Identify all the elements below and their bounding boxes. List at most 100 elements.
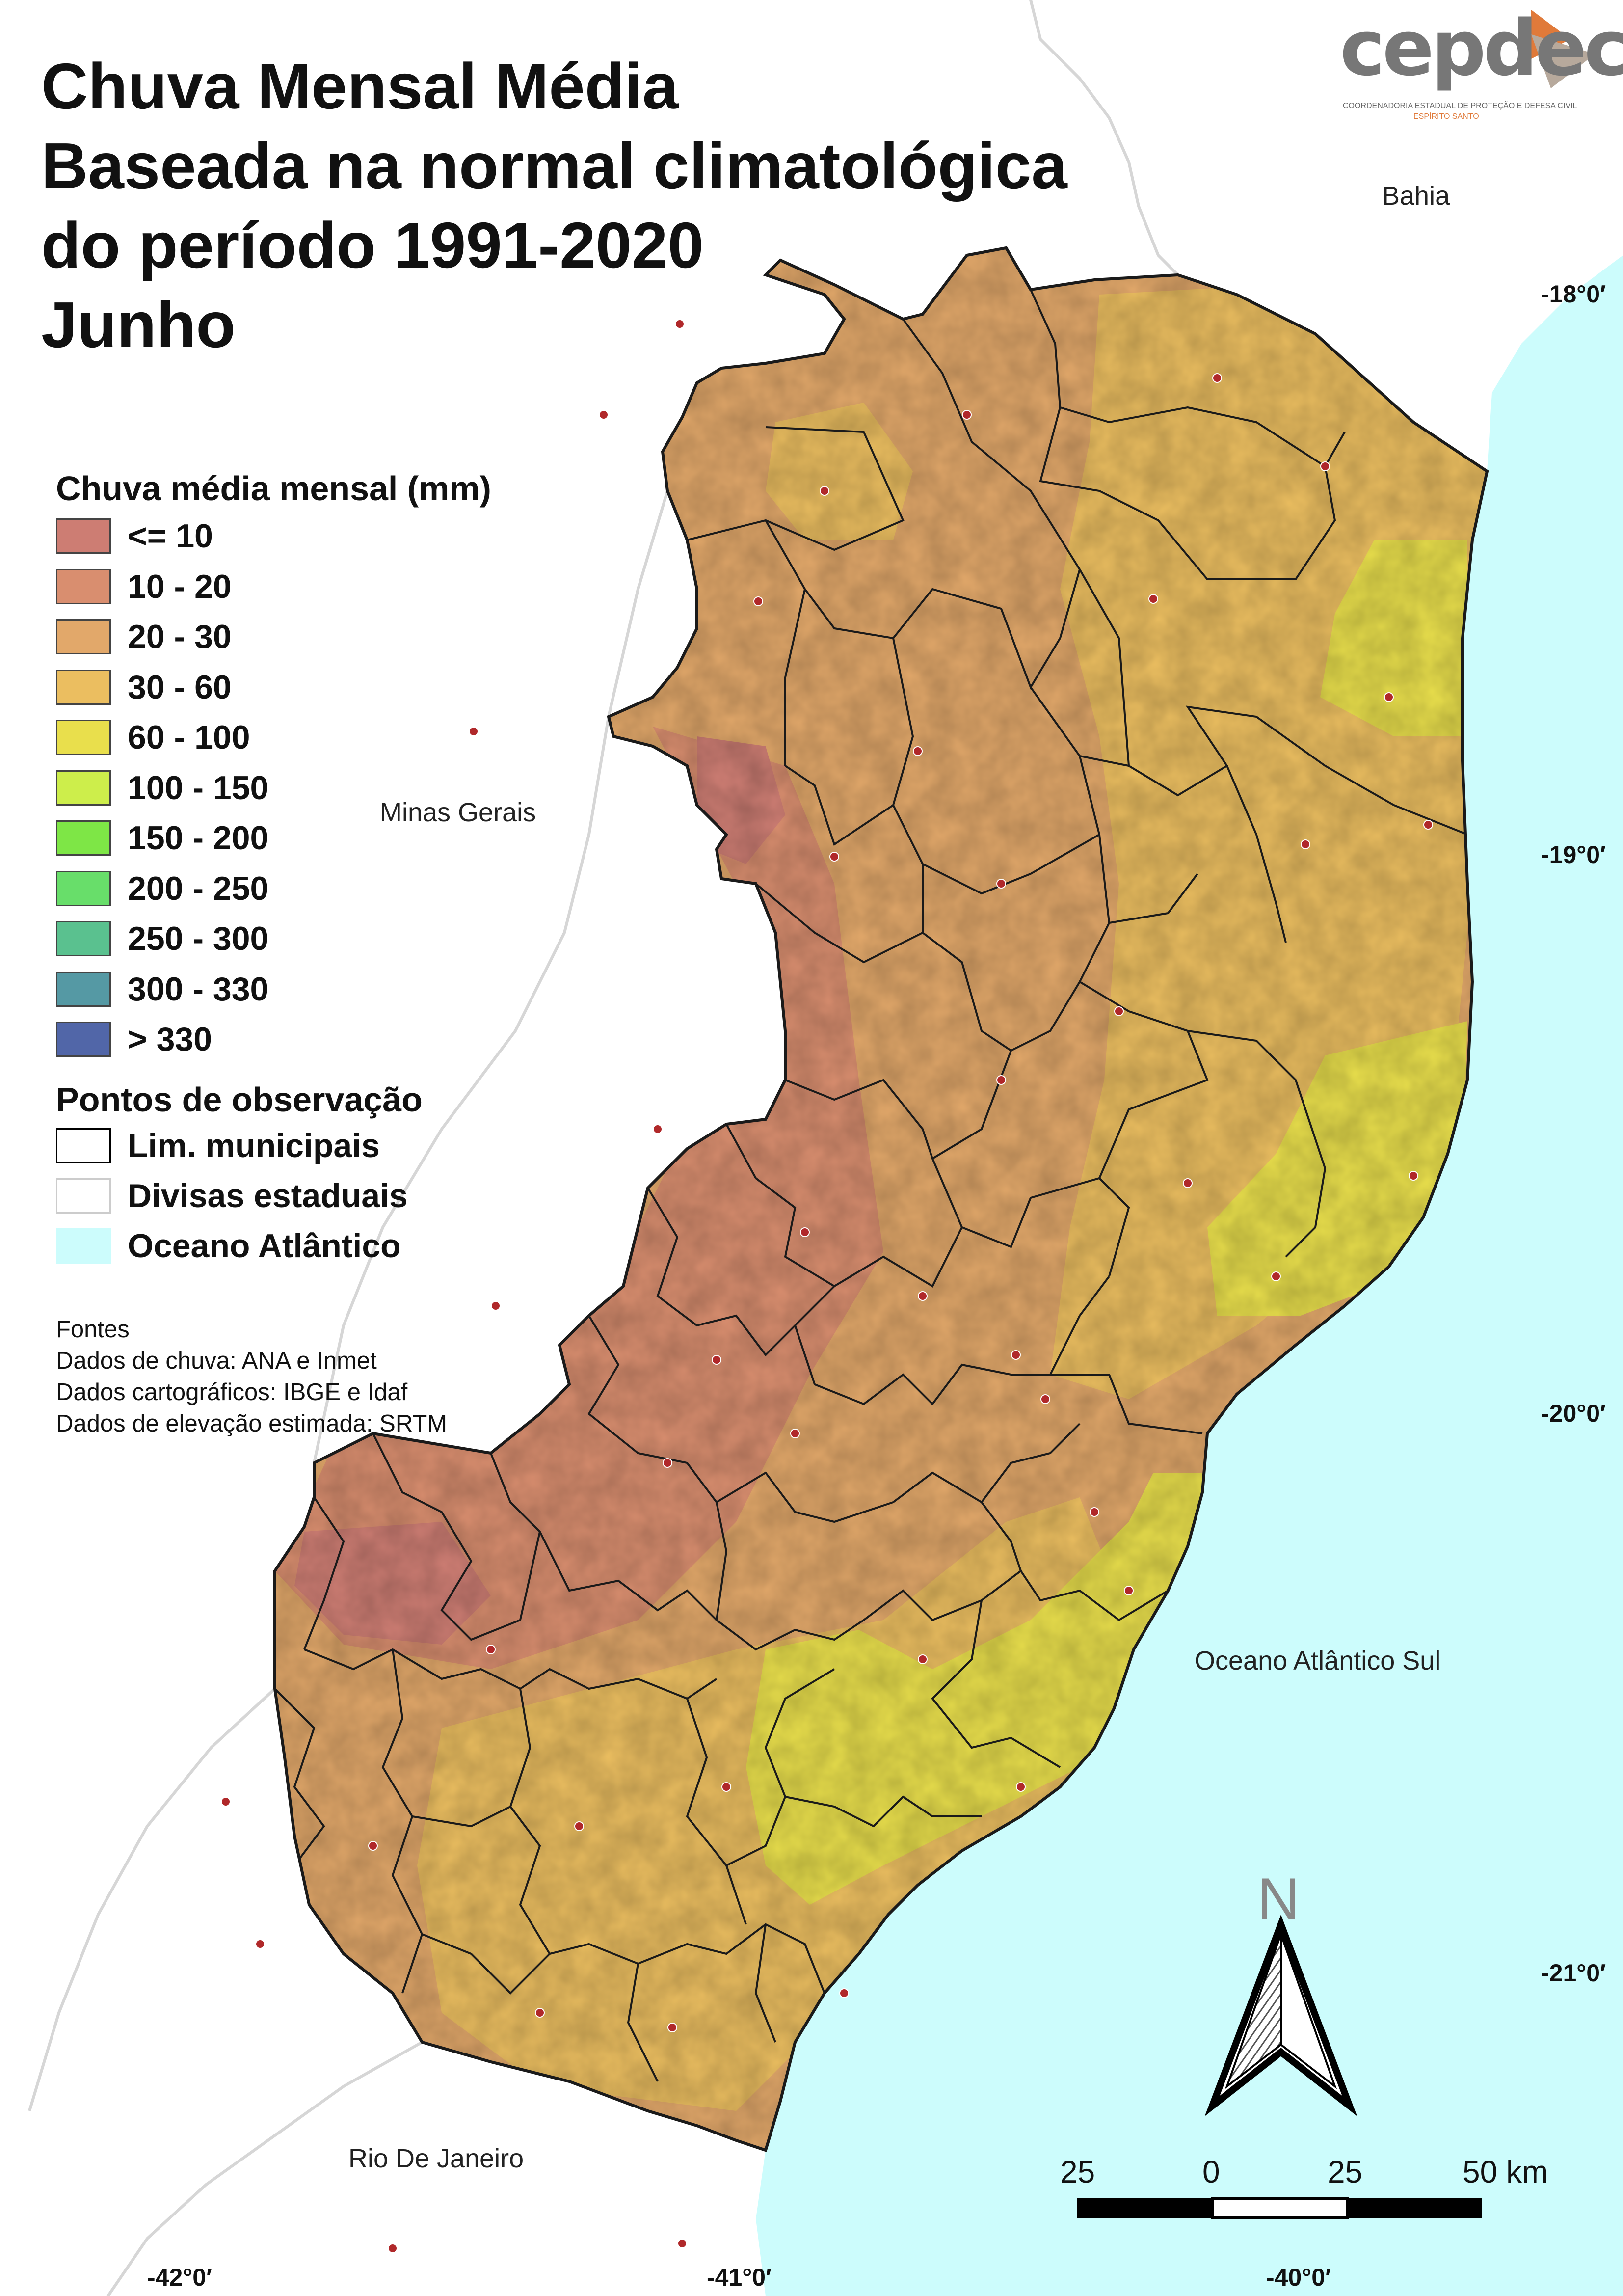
map-title-line-4: Junho bbox=[41, 289, 236, 361]
scale-label-left-25: 25 bbox=[1060, 2154, 1095, 2189]
logo-region: ESPÍRITO SANTO bbox=[1413, 112, 1479, 121]
legend-layer-item: Divisas estaduais bbox=[56, 1175, 408, 1216]
observation-point bbox=[1409, 1171, 1418, 1181]
observation-point bbox=[918, 1291, 928, 1301]
legend-label: 150 - 200 bbox=[128, 819, 269, 857]
legend-item: 10 - 20 bbox=[56, 566, 232, 607]
observation-point bbox=[996, 1075, 1006, 1085]
legend-swatch bbox=[56, 720, 111, 755]
observation-point bbox=[368, 1841, 378, 1851]
north-arrow bbox=[1204, 1915, 1357, 2117]
legend-title: Chuva média mensal (mm) bbox=[56, 469, 491, 508]
observation-point bbox=[491, 1301, 501, 1311]
observation-point bbox=[839, 1988, 849, 1998]
legend-layer-swatch bbox=[56, 1128, 111, 1163]
observation-point bbox=[996, 879, 1006, 889]
observation-point bbox=[753, 596, 763, 606]
scale-label-50-km: 50 km bbox=[1463, 2154, 1548, 2189]
legend-item: > 330 bbox=[56, 1019, 212, 1060]
legend-swatch bbox=[56, 669, 111, 705]
legend-item: <= 10 bbox=[56, 515, 213, 557]
legend-layer-item: Lim. municipais bbox=[56, 1125, 380, 1166]
legend-label: 200 - 250 bbox=[128, 869, 269, 907]
sources-heading: Fontes bbox=[56, 1316, 130, 1343]
cepdec-logo: cepdec COORDENADORIA ESTADUAL DE PROTEÇÃ… bbox=[1340, 10, 1623, 123]
observation-point bbox=[255, 1939, 265, 1949]
observation-point bbox=[721, 1782, 731, 1792]
legend-item: 150 - 200 bbox=[56, 817, 268, 859]
observation-point bbox=[1114, 1006, 1124, 1016]
observation-point bbox=[1040, 1394, 1050, 1404]
longitude-label-40: -40°0′ bbox=[1266, 2264, 1331, 2291]
legend-swatch bbox=[56, 568, 111, 604]
legend-observation-heading: Pontos de observação bbox=[56, 1080, 423, 1119]
observation-point bbox=[1384, 692, 1394, 702]
observation-point bbox=[667, 2023, 677, 2032]
observation-point bbox=[469, 727, 479, 736]
sources-block: Fontes Dados de chuva: ANA e Inmet Dados… bbox=[56, 1314, 447, 1439]
state-border-rio bbox=[106, 2041, 423, 2296]
municipal-limits bbox=[275, 289, 1468, 2082]
sources-line-carto: Dados cartográficos: IBGE e Idaf bbox=[56, 1379, 408, 1405]
legend-label: 300 - 330 bbox=[128, 970, 269, 1008]
ocean-area bbox=[756, 255, 1623, 2296]
legend-swatch bbox=[56, 820, 111, 856]
scale-bar bbox=[1077, 2197, 1482, 2219]
logo-wordmark: cepdec bbox=[1340, 3, 1623, 93]
legend-item: 30 - 60 bbox=[56, 667, 232, 708]
legend-layer-label: Divisas estaduais bbox=[128, 1177, 408, 1215]
observation-point bbox=[653, 1124, 663, 1134]
legend-item: 250 - 300 bbox=[56, 918, 268, 959]
legend-swatch bbox=[56, 870, 111, 906]
legend-label: 30 - 60 bbox=[128, 668, 232, 706]
legend-layer-label: Oceano Atlântico bbox=[128, 1227, 401, 1265]
observation-point bbox=[712, 1355, 721, 1365]
observation-points bbox=[221, 319, 1433, 2253]
observation-point bbox=[599, 410, 609, 420]
longitude-label-42: -42°0′ bbox=[147, 2264, 213, 2291]
observation-point bbox=[221, 1797, 231, 1807]
observation-point bbox=[1183, 1178, 1193, 1188]
observation-point bbox=[1124, 1586, 1134, 1595]
observation-point bbox=[1016, 1782, 1026, 1792]
longitude-label-41: -41°0′ bbox=[707, 2264, 772, 2291]
map-title-line-2: Baseada na normal climatológica bbox=[41, 130, 1067, 202]
observation-point bbox=[677, 2239, 687, 2248]
legend-layer-label: Lim. municipais bbox=[128, 1127, 380, 1164]
observation-point bbox=[913, 746, 923, 756]
observation-point bbox=[820, 486, 829, 496]
legend-swatch bbox=[56, 971, 111, 1007]
latitude-label-20: -20°0′ bbox=[1541, 1400, 1606, 1427]
legend-label: 100 - 150 bbox=[128, 769, 269, 807]
cepdec-logo-mark bbox=[1531, 10, 1595, 88]
observation-point bbox=[388, 2243, 398, 2253]
latitude-label-21: -21°0′ bbox=[1541, 1959, 1606, 1987]
observation-point bbox=[1271, 1271, 1281, 1281]
legend-layer-swatch bbox=[56, 1178, 111, 1214]
legend-label: <= 10 bbox=[128, 517, 213, 555]
legend-label: 60 - 100 bbox=[128, 719, 250, 756]
state-border-minas bbox=[313, 490, 669, 1463]
place-label-bahia: Bahia bbox=[1382, 181, 1450, 211]
north-arrow-letter: N bbox=[1257, 1866, 1300, 1932]
map-title-line-1: Chuva Mensal Média bbox=[41, 50, 679, 122]
legend-label: 10 - 20 bbox=[128, 567, 232, 605]
legend-label: 20 - 30 bbox=[128, 618, 232, 655]
observation-point bbox=[1090, 1507, 1099, 1517]
scale-label-right-25: 25 bbox=[1328, 2154, 1363, 2189]
sources-line-elev: Dados de elevação estimada: SRTM bbox=[56, 1410, 448, 1437]
map-title-line-3: do período 1991-2020 bbox=[41, 209, 704, 281]
observation-point bbox=[1423, 820, 1433, 830]
place-label-rio-de-janeiro: Rio De Janeiro bbox=[348, 2144, 524, 2173]
observation-point bbox=[1320, 461, 1330, 471]
sources-line-rain: Dados de chuva: ANA e Inmet bbox=[56, 1348, 377, 1374]
place-label-minas-gerais: Minas Gerais bbox=[380, 798, 536, 827]
observation-point bbox=[1301, 839, 1310, 849]
observation-point bbox=[800, 1227, 810, 1237]
legend-swatch bbox=[56, 770, 111, 806]
scale-label-zero: 0 bbox=[1202, 2154, 1220, 2189]
legend-item: 300 - 330 bbox=[56, 969, 268, 1010]
legend-item: 100 - 150 bbox=[56, 767, 268, 809]
state-border-bahia bbox=[1029, 0, 1179, 276]
